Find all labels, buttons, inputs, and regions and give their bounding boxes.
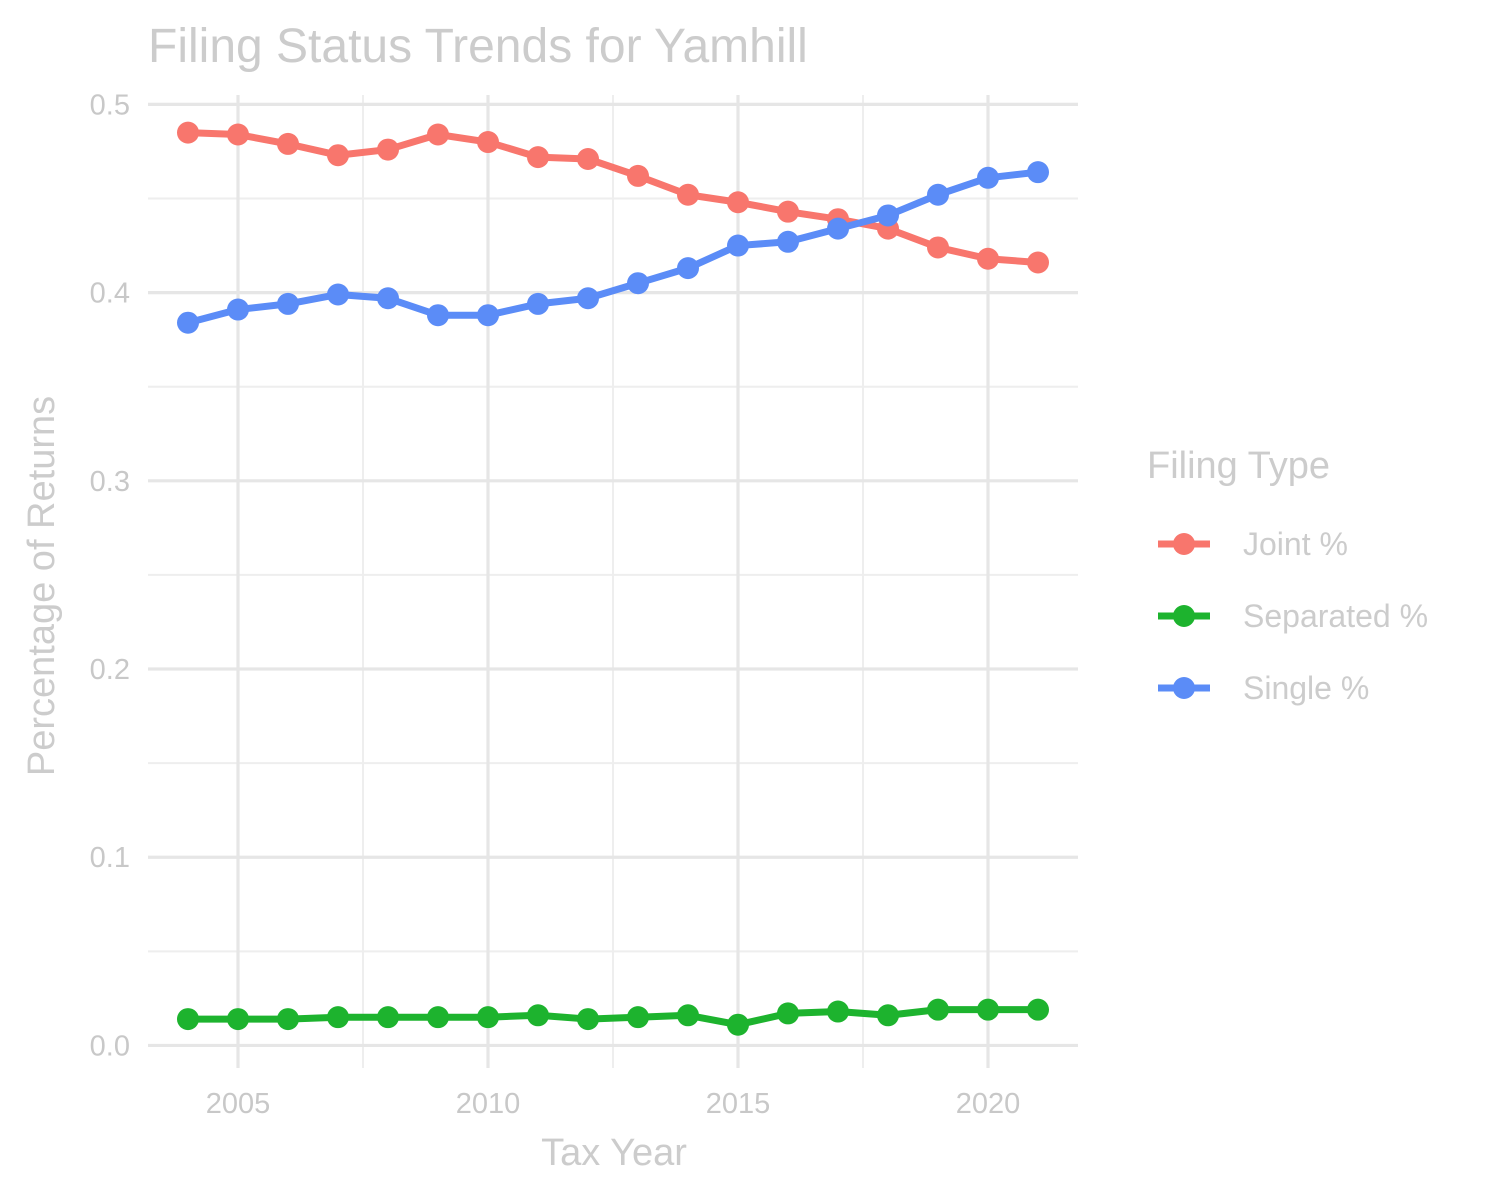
- data-point-separated: [527, 1004, 549, 1027]
- chart-title: Filing Status Trends for Yamhill: [148, 20, 808, 73]
- data-point-joint: [1027, 251, 1049, 274]
- data-point-separated: [177, 1008, 199, 1031]
- data-point-joint: [927, 236, 949, 259]
- data-point-single: [827, 217, 849, 240]
- data-point-single: [927, 183, 949, 206]
- data-point-joint: [427, 123, 449, 146]
- data-point-separated: [877, 1004, 899, 1027]
- data-point-single: [777, 230, 799, 253]
- series-layer: [177, 121, 1049, 1036]
- data-point-single: [577, 287, 599, 310]
- data-point-separated: [577, 1008, 599, 1031]
- data-point-joint: [727, 191, 749, 214]
- x-tick-label: 2015: [706, 1088, 771, 1120]
- data-point-separated: [327, 1006, 349, 1029]
- x-tick-label: 2020: [956, 1088, 1021, 1120]
- y-tick-label: 0.2: [90, 654, 130, 686]
- data-point-joint: [977, 247, 999, 270]
- legend-key-point-single: [1173, 677, 1195, 699]
- data-point-joint: [277, 132, 299, 155]
- data-point-separated: [627, 1006, 649, 1029]
- legend-label-joint: Joint %: [1243, 526, 1348, 562]
- data-point-joint: [227, 123, 249, 146]
- data-point-joint: [177, 121, 199, 144]
- data-point-joint: [527, 146, 549, 169]
- data-point-separated: [927, 998, 949, 1021]
- data-point-separated: [377, 1006, 399, 1029]
- data-point-separated: [1027, 998, 1049, 1021]
- y-tick-label: 0.3: [90, 466, 130, 498]
- axis-labels: 2005 2010 2015 2020 0.0 0.1 0.2 0.3 0.4 0.5: [90, 89, 1021, 1120]
- data-point-single: [427, 304, 449, 327]
- legend-title: Filing Type: [1147, 445, 1330, 487]
- data-point-separated: [477, 1006, 499, 1029]
- data-point-joint: [577, 147, 599, 170]
- data-point-joint: [377, 138, 399, 161]
- data-point-single: [527, 292, 549, 315]
- data-point-separated: [227, 1008, 249, 1031]
- x-tick-label: 2005: [206, 1088, 271, 1120]
- legend: Filing Type Joint % Separated % Single %: [1147, 445, 1428, 706]
- data-point-joint: [627, 164, 649, 187]
- data-point-single: [327, 283, 349, 306]
- legend-label-separated: Separated %: [1243, 598, 1428, 634]
- data-point-separated: [677, 1004, 699, 1027]
- data-point-single: [727, 234, 749, 257]
- x-axis-title: Tax Year: [541, 1132, 687, 1174]
- data-point-single: [877, 204, 899, 227]
- data-point-separated: [277, 1008, 299, 1031]
- y-tick-label: 0.0: [90, 1030, 130, 1062]
- data-point-separated: [827, 1000, 849, 1023]
- data-point-single: [627, 272, 649, 295]
- data-point-joint: [677, 183, 699, 206]
- y-tick-label: 0.5: [90, 89, 130, 121]
- data-point-separated: [427, 1006, 449, 1029]
- data-point-separated: [727, 1013, 749, 1036]
- data-point-single: [1027, 161, 1049, 184]
- data-point-single: [677, 257, 699, 280]
- data-point-single: [177, 311, 199, 334]
- legend-label-single: Single %: [1243, 670, 1369, 706]
- data-point-single: [977, 166, 999, 189]
- data-point-joint: [477, 131, 499, 154]
- y-tick-label: 0.1: [90, 842, 130, 874]
- data-point-single: [377, 287, 399, 310]
- y-axis-title: Percentage of Returns: [21, 396, 63, 776]
- data-point-single: [227, 298, 249, 321]
- data-point-single: [277, 292, 299, 315]
- data-point-joint: [777, 200, 799, 223]
- x-tick-label: 2010: [456, 1088, 521, 1120]
- y-tick-label: 0.4: [90, 278, 130, 310]
- data-point-single: [477, 304, 499, 327]
- data-point-separated: [777, 1002, 799, 1025]
- legend-key-point-separated: [1173, 605, 1195, 627]
- data-point-separated: [977, 998, 999, 1021]
- data-point-joint: [327, 144, 349, 167]
- legend-key-point-joint: [1173, 533, 1195, 555]
